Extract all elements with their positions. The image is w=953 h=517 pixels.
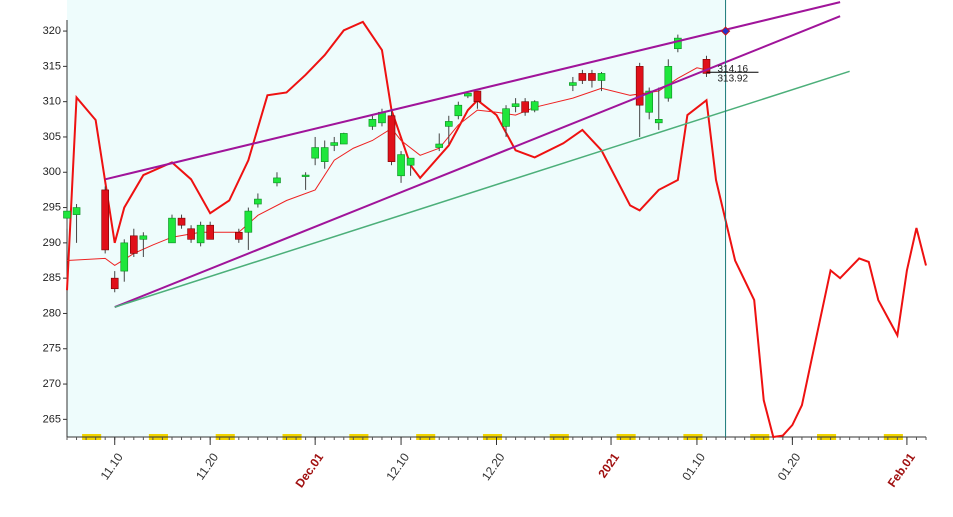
annotation-label: 314.16 [717, 64, 748, 75]
annotation-label: 313.92 [717, 74, 748, 85]
x-tick-label: 2021 [595, 450, 622, 480]
candle-body [330, 142, 339, 146]
candle-body [254, 198, 262, 205]
candle-body [368, 119, 377, 127]
candle-body [177, 217, 186, 226]
x-tick-label: 11.20 [193, 450, 221, 482]
y-tick-label: 275 [43, 343, 61, 355]
candle-body [569, 82, 577, 86]
candle-body [521, 101, 529, 113]
candle-body [444, 121, 453, 127]
y-tick-label: 265 [43, 413, 61, 425]
y-tick-label: 315 [43, 60, 61, 72]
candle-body [120, 242, 129, 272]
candle-body [311, 147, 319, 159]
candle-body [406, 157, 415, 166]
candle-body [473, 90, 482, 102]
x-tick-label: 12.20 [479, 450, 508, 483]
candle-body [63, 210, 71, 219]
y-tick-label: 305 [43, 131, 61, 143]
candle-body [196, 224, 205, 244]
candle-body [454, 104, 463, 117]
candle-body [645, 90, 654, 113]
x-tick-label: Feb.01 [885, 450, 918, 489]
candle-body [187, 228, 195, 240]
overlay-line [114, 70, 850, 308]
y-tick-label: 300 [43, 166, 61, 178]
overlay-line [66, 20, 927, 439]
candle-body [301, 174, 310, 177]
x-tick-label: 11.10 [98, 450, 126, 482]
candle-body [244, 210, 253, 233]
candle-body [72, 207, 81, 215]
x-tick-label: 12.10 [383, 450, 412, 483]
candle-body [101, 189, 109, 251]
candle-body [130, 235, 138, 254]
y-tick-label: 280 [43, 307, 61, 319]
candle-body [235, 231, 243, 240]
current-marker [720, 26, 731, 36]
y-tick-label: 320 [43, 25, 61, 37]
candle-body [206, 224, 214, 240]
candle-body [578, 73, 587, 81]
candle-body [139, 235, 148, 240]
candle-body [387, 115, 396, 162]
candle-body [502, 108, 510, 127]
x-tick-label: 01.20 [775, 450, 804, 483]
y-tick-label: 310 [43, 96, 61, 108]
candle-body [273, 177, 281, 184]
y-tick-label: 290 [43, 237, 61, 249]
x-tick-label: Dec.01 [293, 450, 327, 490]
candle-body [168, 217, 176, 244]
y-tick-label: 270 [43, 378, 61, 390]
candle-body [702, 59, 711, 74]
candle-body [654, 119, 663, 124]
y-tick-label: 285 [43, 272, 61, 284]
x-tick-label: 01.10 [679, 450, 708, 483]
candle-body [597, 73, 606, 81]
candle-body [397, 154, 405, 177]
candle-body [320, 147, 329, 162]
candle-body [435, 143, 444, 148]
candle-body [464, 92, 472, 97]
overlay-line [114, 15, 841, 309]
candle-body [674, 37, 682, 50]
candle-body [339, 133, 348, 145]
overlay-line [104, 1, 841, 181]
candle-body [588, 73, 596, 81]
candle-body [664, 66, 673, 99]
candle-body [530, 101, 539, 111]
history-area [67, 0, 726, 437]
y-tick-label: 295 [43, 201, 61, 213]
candle-body [635, 66, 644, 106]
candle-body [511, 103, 520, 107]
candle-body [110, 277, 119, 290]
